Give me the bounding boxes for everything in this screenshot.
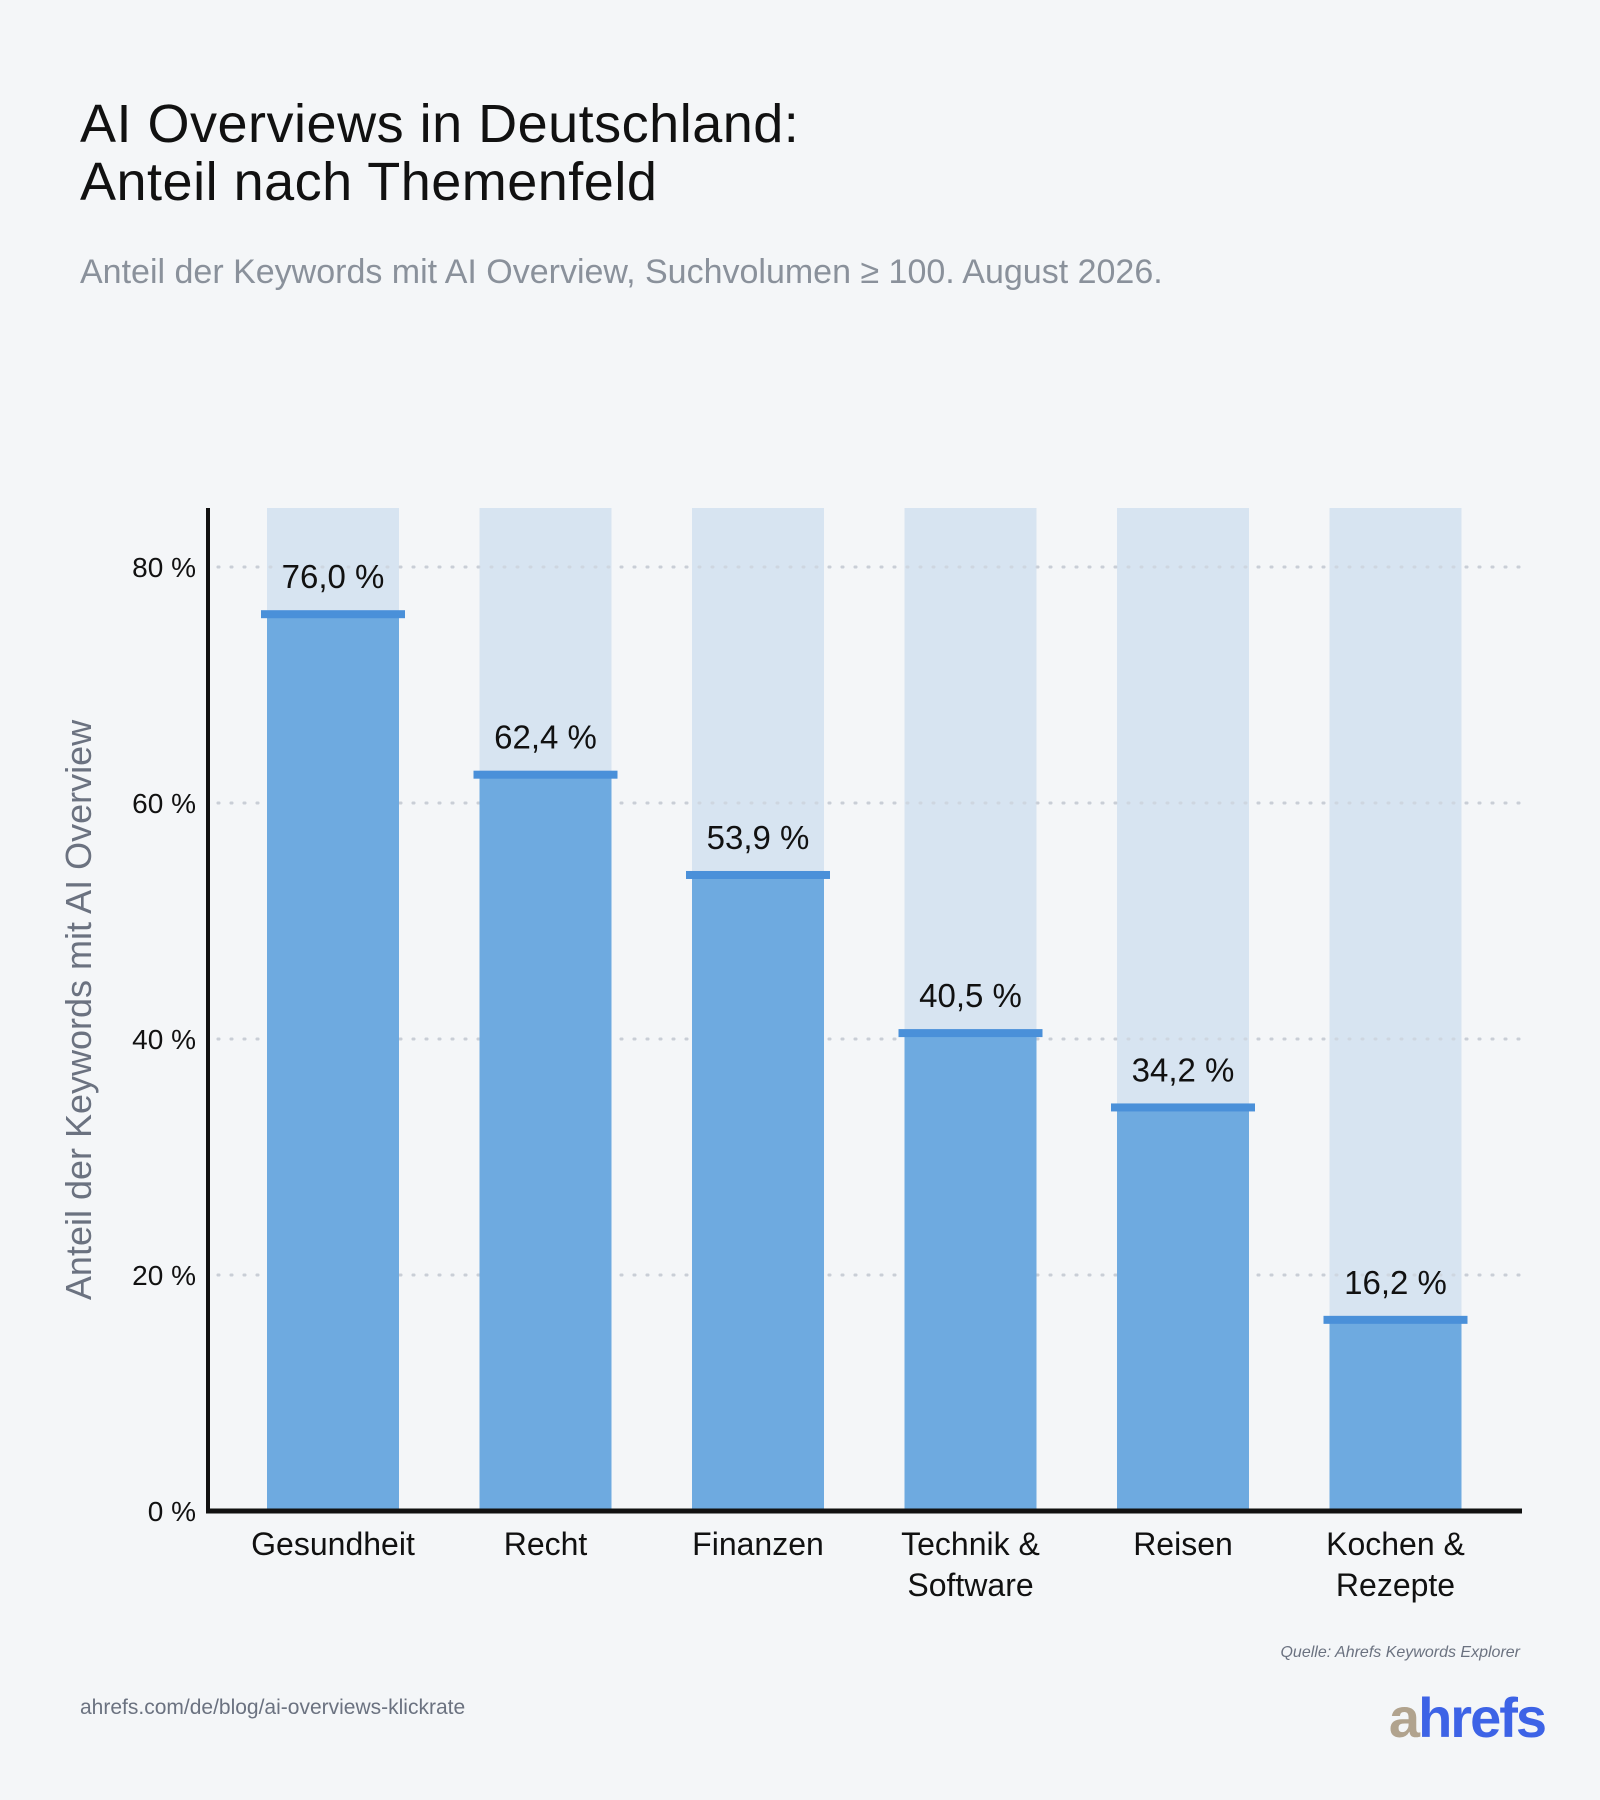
logo-part-2: hrefs <box>1418 1686 1547 1749</box>
bar-cap-3 <box>898 1029 1043 1038</box>
chart-title-line-2: Anteil nach Themenfeld <box>80 152 658 212</box>
chart-title-line-1: AI Overviews in Deutschland: <box>80 94 800 154</box>
y-tick-label-40: 40 % <box>132 1024 196 1055</box>
x-tick-label-4-line-0: Reisen <box>1133 1526 1233 1562</box>
y-tick-label-60: 60 % <box>132 788 196 819</box>
y-axis-title: Anteil der Keywords mit AI Overview <box>58 719 99 1300</box>
bar-2 <box>692 874 824 1511</box>
bar-5 <box>1329 1319 1462 1511</box>
bar-cap-0 <box>261 610 405 619</box>
x-tick-label-3-line-1: Software <box>907 1567 1033 1603</box>
x-tick-label-5-line-1: Rezepte <box>1336 1567 1455 1603</box>
bar-1 <box>479 774 612 1511</box>
data-label-2: 53,9 % <box>707 819 810 856</box>
x-tick-label-2-line-0: Finanzen <box>692 1526 824 1562</box>
bar-cap-4 <box>1111 1103 1255 1112</box>
x-tick-label-0-line-0: Gesundheit <box>251 1526 415 1562</box>
data-label-1: 62,4 % <box>494 719 597 756</box>
data-label-0: 76,0 % <box>282 558 385 595</box>
bar-cap-1 <box>473 770 618 779</box>
chart-subtitle: Anteil der Keywords mit AI Overview, Suc… <box>80 253 1163 291</box>
article-url: ahrefs.com/de/blog/ai-overviews-klickrat… <box>80 1696 466 1719</box>
data-label-3: 40,5 % <box>919 977 1022 1014</box>
bar-cap-5 <box>1323 1315 1468 1324</box>
bar-0 <box>267 614 399 1511</box>
data-label-5: 16,2 % <box>1344 1264 1447 1301</box>
bar-4 <box>1117 1107 1249 1511</box>
x-tick-label-1-line-0: Recht <box>504 1526 588 1562</box>
x-tick-label-3-line-0: Technik & <box>901 1526 1040 1562</box>
chart-title: AI Overviews in Deutschland: Anteil nach… <box>80 95 799 211</box>
x-tick-label-5-line-0: Kochen & <box>1326 1526 1465 1562</box>
y-tick-label-80: 80 % <box>132 552 196 583</box>
logo-part-1: a <box>1388 1686 1420 1749</box>
data-label-4: 34,2 % <box>1132 1051 1235 1088</box>
ahrefs-logo: ahrefs <box>1388 1686 1547 1749</box>
y-tick-label-20: 20 % <box>132 1260 196 1291</box>
bar-cap-2 <box>686 870 830 879</box>
y-tick-label-0: 0 % <box>148 1496 196 1527</box>
bar-3 <box>904 1033 1037 1511</box>
source-note: Quelle: Ahrefs Keywords Explorer <box>1280 1644 1520 1661</box>
